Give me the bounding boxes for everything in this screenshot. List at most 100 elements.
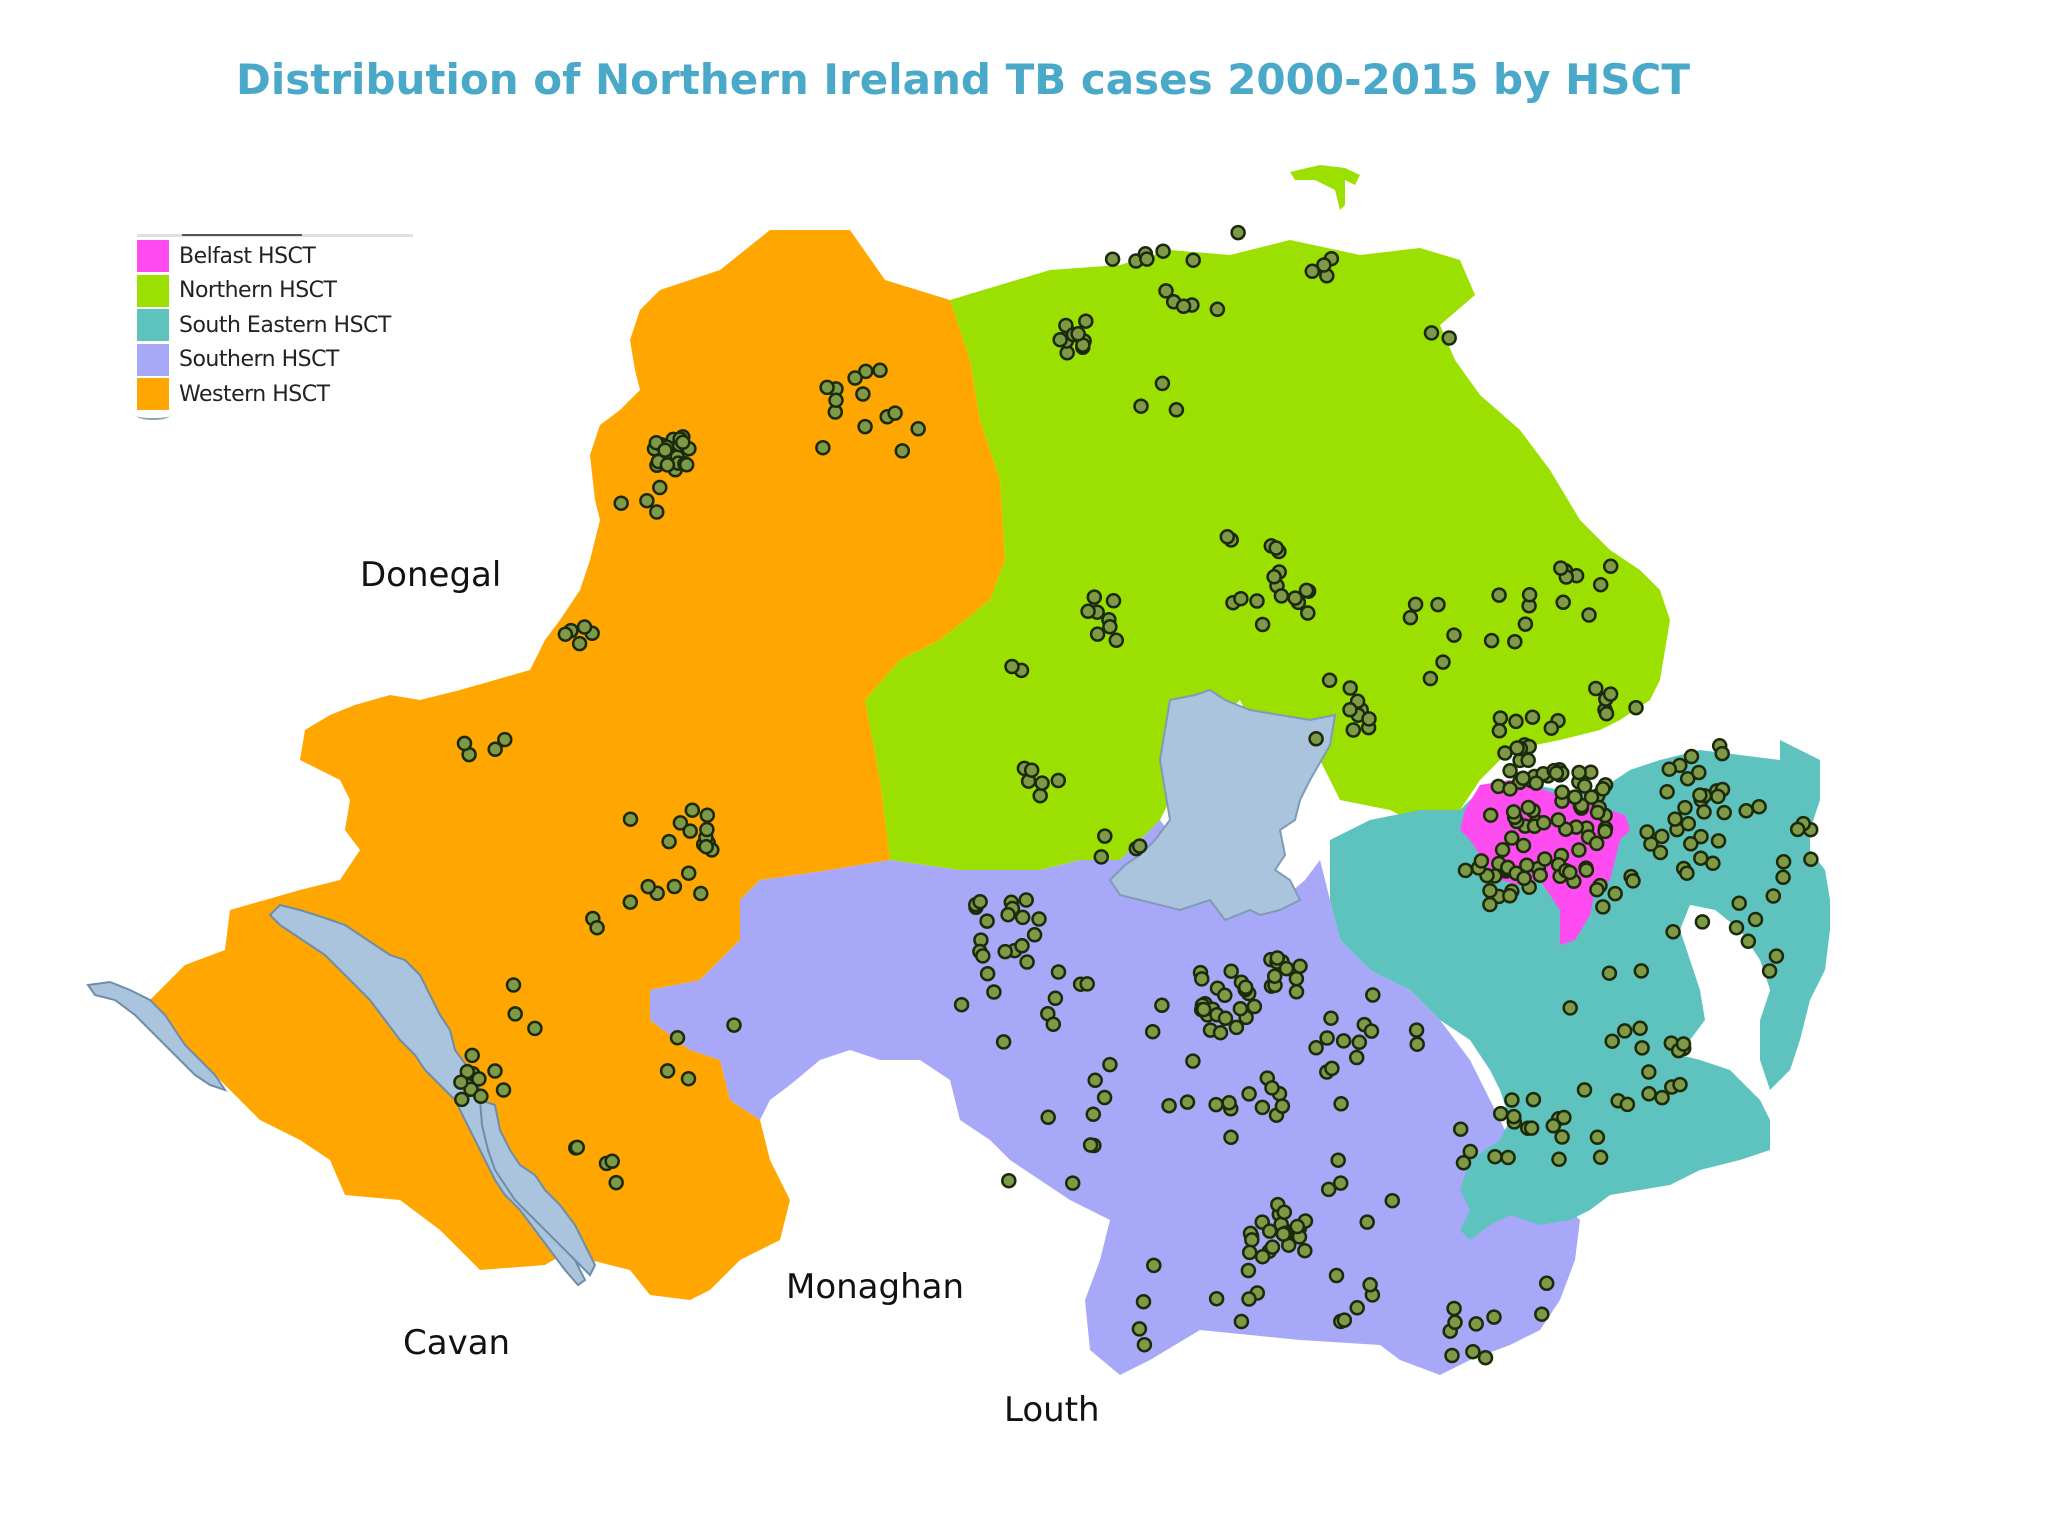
tb-case-point — [1080, 603, 1096, 620]
tb-case-point — [1571, 764, 1587, 781]
tb-case-point — [1032, 787, 1048, 804]
region-western-hsct[interactable] — [150, 230, 1005, 1300]
tb-case-point — [1194, 971, 1210, 987]
tb-case-point — [1000, 906, 1016, 923]
tb-case-point — [1446, 627, 1462, 643]
tb-case-point — [680, 1070, 697, 1087]
tb-case-point — [1654, 1089, 1670, 1106]
tb-case-point — [1492, 710, 1509, 726]
tb-case-point — [1628, 699, 1644, 716]
lough-erne — [268, 903, 587, 1287]
tb-case-point — [1342, 680, 1358, 696]
tb-case-point — [1525, 1091, 1542, 1108]
region-south-eastern-hsct[interactable] — [1330, 740, 1830, 1240]
tb-case-point — [684, 802, 701, 818]
tb-case-point — [699, 821, 715, 838]
tb-case-point — [975, 948, 991, 964]
tb-case-point — [640, 878, 656, 895]
tb-case-point — [1139, 251, 1155, 267]
tb-case-point — [1195, 1001, 1212, 1018]
tb-case-point — [471, 1071, 487, 1087]
tb-case-point — [1672, 1076, 1688, 1093]
tb-case-point — [1505, 804, 1522, 820]
region-northern-hsct[interactable] — [865, 240, 1670, 870]
tb-case-point — [652, 479, 668, 496]
tb-case-point — [527, 1020, 543, 1037]
tb-case-point — [1175, 298, 1192, 315]
tb-case-point — [1502, 763, 1518, 779]
tb-case-point — [1321, 672, 1338, 689]
tb-case-point — [487, 1063, 503, 1079]
tb-case-point — [661, 833, 677, 850]
tb-case-point — [557, 626, 574, 642]
tb-case-point — [622, 894, 639, 910]
tb-case-point — [1571, 842, 1587, 858]
tb-case-point — [1455, 1155, 1472, 1171]
legend-label-western: Western HSCT — [179, 381, 330, 407]
tb-case-point — [1349, 1300, 1365, 1316]
tb-case-point — [1447, 1314, 1463, 1331]
tb-case-point — [1050, 964, 1067, 980]
tb-case-point — [855, 386, 871, 402]
tb-case-point — [1694, 914, 1711, 930]
legend-label-belfast: Belfast HSCT — [179, 243, 316, 269]
tb-case-point — [1096, 1089, 1113, 1106]
tb-case-point — [604, 1153, 620, 1170]
tb-case-point — [1500, 1149, 1516, 1166]
tb-case-point — [1691, 764, 1707, 781]
tb-case-point — [995, 1034, 1012, 1050]
tb-case-point — [1576, 1082, 1593, 1098]
tb-case-point — [1482, 896, 1498, 913]
tb-case-point — [1768, 948, 1785, 964]
tb-case-point — [1601, 965, 1618, 981]
tb-case-point — [1661, 761, 1678, 777]
tb-case-point — [1208, 1096, 1224, 1113]
tb-case-point — [505, 977, 522, 993]
tb-case-point — [1581, 607, 1597, 623]
tb-case-point — [1289, 1218, 1306, 1235]
tb-case-point — [1693, 828, 1709, 845]
tb-case-point — [1363, 1023, 1380, 1039]
tb-case-point — [639, 492, 655, 509]
tb-case-point — [1524, 709, 1541, 725]
region-southern-hsct[interactable] — [650, 820, 1580, 1375]
tb-case-point — [1728, 919, 1745, 936]
tb-case-point — [1528, 775, 1544, 791]
tb-case-point — [997, 943, 1013, 960]
tb-case-point — [1274, 1098, 1291, 1114]
tb-case-point — [1482, 882, 1498, 899]
tb-case-point — [1045, 1016, 1062, 1033]
tb-case-point — [1269, 950, 1286, 966]
tb-case-point — [1064, 1175, 1081, 1191]
tb-case-point — [1521, 587, 1538, 603]
tb-case-point — [1562, 864, 1578, 881]
tb-case-point — [1515, 770, 1531, 786]
tb-case-point — [953, 996, 970, 1013]
tb-case-point — [1078, 313, 1094, 329]
tb-case-point — [1576, 778, 1593, 794]
tb-case-point — [1155, 243, 1171, 259]
tb-case-point — [1516, 870, 1532, 887]
tb-case-point — [1019, 954, 1035, 970]
place-label-monaghan: Monaghan — [786, 1267, 965, 1307]
tb-case-point — [1131, 1321, 1148, 1337]
tb-case-point — [1520, 752, 1536, 769]
tb-case-point — [608, 1174, 624, 1191]
map-legend: Belfast HSCT Northern HSCT South Eastern… — [137, 234, 413, 420]
tb-case-point — [613, 495, 629, 511]
tb-case-point — [1023, 762, 1040, 778]
tb-case-point — [1602, 558, 1619, 575]
tb-case-point — [1633, 963, 1650, 979]
tb-case-point — [1452, 1121, 1469, 1137]
tb-case-point — [872, 362, 888, 379]
tb-case-point — [1219, 529, 1236, 545]
tb-case-point — [1483, 632, 1500, 649]
tb-case-point — [1221, 1095, 1237, 1111]
tb-case-point — [1144, 1023, 1161, 1040]
tb-case-point — [1507, 633, 1523, 650]
tb-case-point — [659, 457, 676, 473]
tb-case-point — [1230, 224, 1246, 241]
tb-case-point — [1240, 1262, 1257, 1279]
legend-water-symbol — [137, 412, 169, 420]
